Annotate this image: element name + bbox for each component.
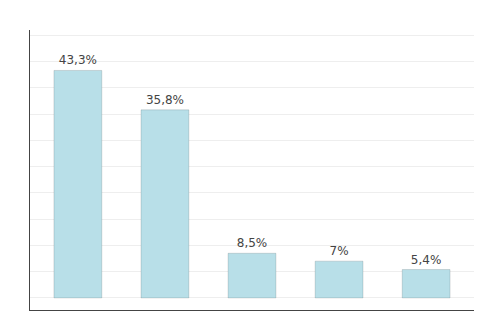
svg-text:8,5%: 8,5% (237, 236, 268, 250)
svg-text:5,4%: 5,4% (411, 253, 442, 267)
svg-text:35,8%: 35,8% (146, 93, 184, 107)
svg-text:7%: 7% (330, 244, 349, 258)
svg-text:43,3%: 43,3% (59, 53, 97, 67)
